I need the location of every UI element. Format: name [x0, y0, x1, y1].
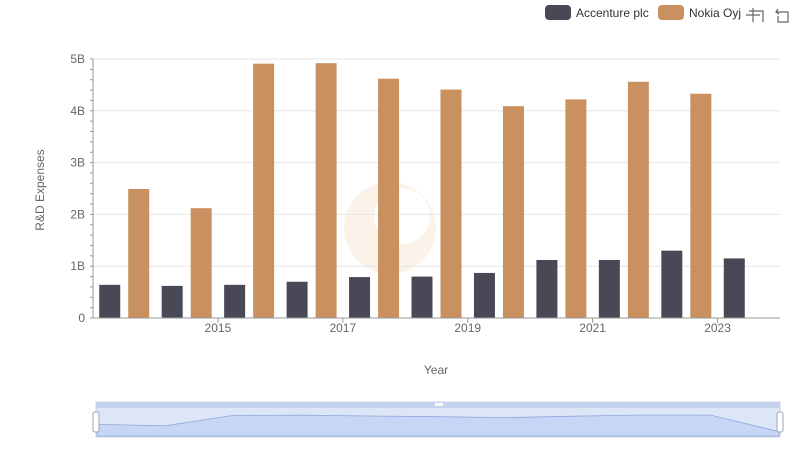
legend-label-accenture[interactable]: Accenture plc — [576, 6, 649, 20]
y-axis: 0 1B 2B 3B 4B 5B — [70, 52, 94, 325]
slider-grip[interactable] — [435, 403, 443, 406]
x-tick-label: 2015 — [205, 321, 232, 335]
legend: Accenture plc Nokia Oyj — [545, 5, 741, 20]
legend-swatch-nokia[interactable] — [658, 5, 684, 20]
x-tick-label: 2021 — [579, 321, 606, 335]
bar-accenture-2015[interactable] — [161, 285, 183, 318]
bar-accenture-2020[interactable] — [473, 272, 495, 318]
slider-preview-area — [96, 414, 780, 437]
bar-accenture-2017[interactable] — [286, 281, 308, 318]
bar-accenture-2024[interactable] — [723, 258, 745, 318]
bar-accenture-2018[interactable] — [349, 277, 371, 318]
bar-nokia-2023[interactable] — [690, 93, 712, 319]
bar-nokia-2021[interactable] — [565, 99, 587, 319]
bar-nokia-2019[interactable] — [440, 89, 462, 318]
x-axis: 2015 2017 2019 2021 2023 — [93, 317, 780, 335]
y-tick-label: 4B — [70, 104, 85, 118]
bars — [99, 63, 745, 319]
bar-nokia-2015[interactable] — [190, 208, 212, 318]
y-tick-label: 5B — [70, 52, 85, 66]
bar-nokia-2017[interactable] — [315, 63, 337, 319]
slider-handle-right[interactable] — [776, 411, 784, 433]
bar-nokia-2020[interactable] — [502, 106, 524, 318]
bar-nokia-2022[interactable] — [627, 81, 649, 319]
bar-accenture-2014[interactable] — [99, 284, 121, 318]
zoom-icon[interactable] — [746, 8, 764, 22]
restore-icon[interactable] — [775, 8, 789, 23]
y-tick-label: 1B — [70, 259, 85, 273]
x-tick-label: 2019 — [454, 321, 481, 335]
y-tick-label: 3B — [70, 156, 85, 170]
bar-accenture-2016[interactable] — [224, 284, 246, 318]
bar-nokia-2016[interactable] — [253, 63, 275, 318]
y-axis-title: R&D Expenses — [33, 149, 47, 230]
legend-swatch-accenture[interactable] — [545, 5, 571, 20]
bar-accenture-2022[interactable] — [598, 259, 620, 318]
x-tick-label: 2023 — [704, 321, 731, 335]
bar-nokia-2018[interactable] — [378, 78, 400, 319]
x-tick-label: 2017 — [329, 321, 356, 335]
bar-accenture-2023[interactable] — [661, 250, 683, 318]
y-tick-label: 0 — [78, 311, 85, 325]
x-axis-title: Year — [424, 363, 448, 377]
bar-accenture-2019[interactable] — [411, 276, 433, 318]
bar-accenture-2021[interactable] — [536, 259, 558, 318]
slider-handle-left[interactable] — [92, 411, 100, 433]
data-zoom-slider[interactable] — [92, 401, 784, 438]
legend-label-nokia[interactable]: Nokia Oyj — [689, 6, 741, 20]
y-tick-label: 2B — [70, 207, 85, 221]
bar-nokia-2014[interactable] — [128, 189, 150, 318]
